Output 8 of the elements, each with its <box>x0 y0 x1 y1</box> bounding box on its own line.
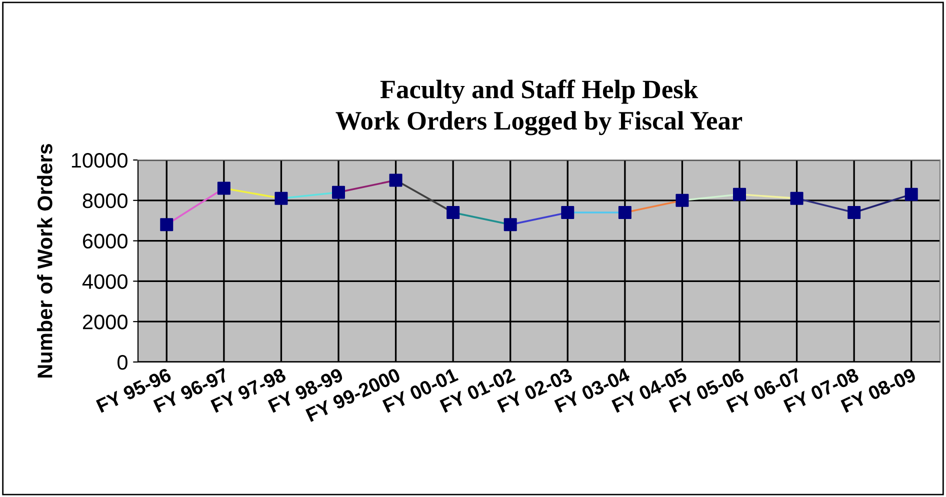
y-tick-label: 8000 <box>82 193 128 208</box>
y-tick-label: 10000 <box>72 153 128 168</box>
y-tick-label: 2000 <box>82 314 128 330</box>
y-axis-title: Number of Work Orders <box>37 144 52 378</box>
y-tick-label: 4000 <box>82 274 128 289</box>
y-tick-label: 0 <box>118 355 128 370</box>
chart-title: Faculty and Staff Help Desk Work Orders Logged by Fiscal Year <box>336 80 742 136</box>
y-tick-label: 6000 <box>82 234 128 249</box>
